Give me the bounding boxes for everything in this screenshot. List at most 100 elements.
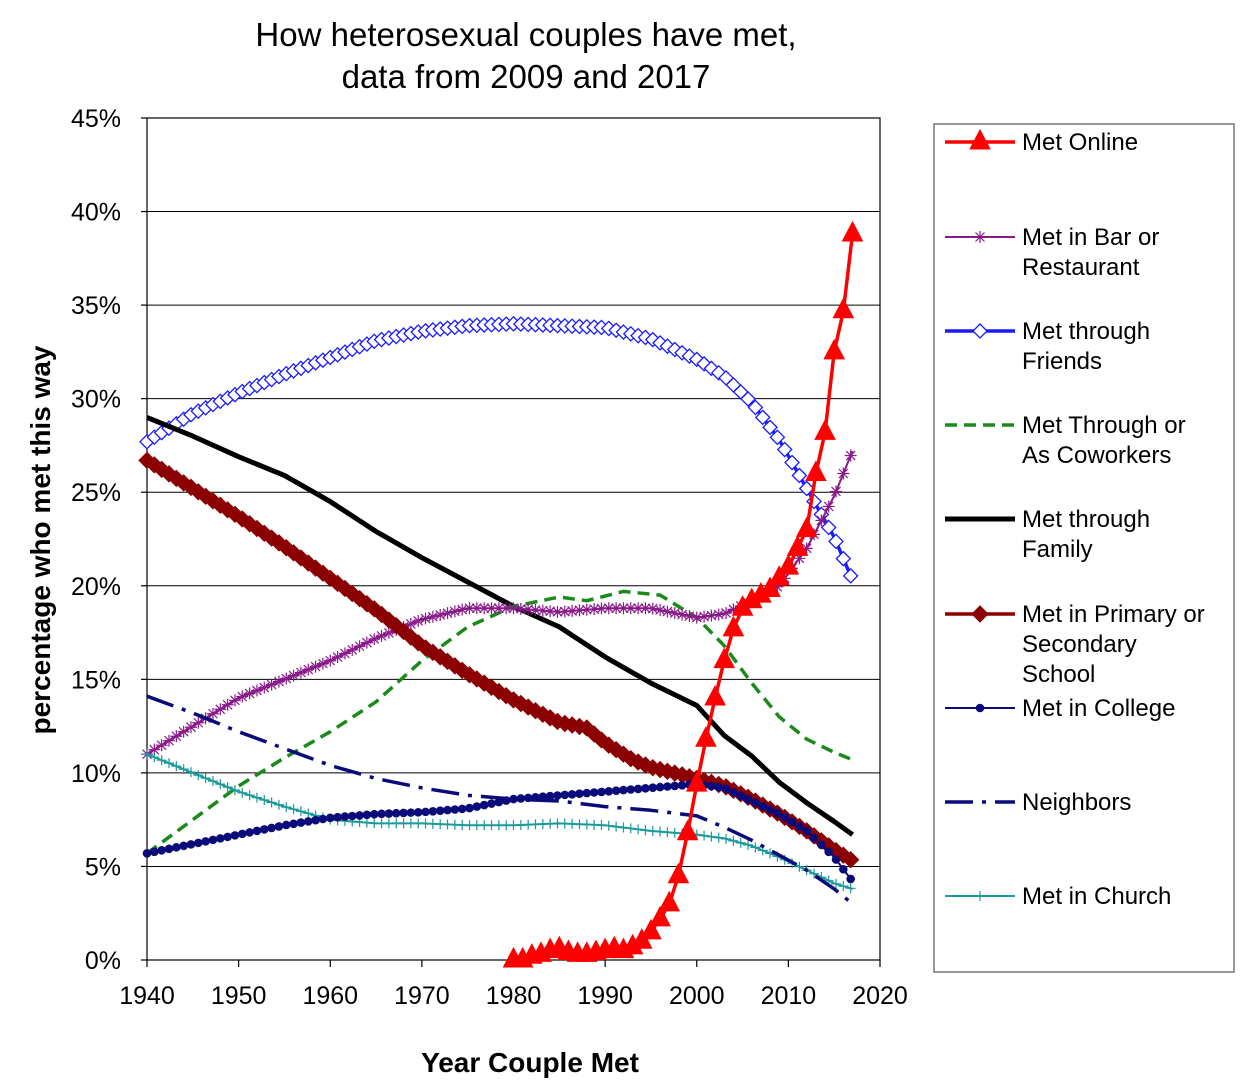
series-marker: [250, 684, 263, 697]
legend-entry-school: Met in Primary or Secondary School: [945, 601, 1205, 688]
series-marker: [780, 813, 790, 822]
series-marker: [641, 784, 650, 793]
series-marker: [216, 834, 225, 843]
y-tick-label: 20%: [71, 573, 121, 601]
series-marker: [795, 516, 818, 538]
series-marker: [492, 602, 505, 615]
series-marker: [773, 808, 782, 818]
series-marker: [706, 831, 717, 842]
series-marker: [695, 726, 717, 747]
series-marker: [794, 861, 805, 872]
legend-entry-bar-restaurant: Met in Bar or Restaurant: [945, 224, 1159, 281]
series-marker: [632, 602, 645, 615]
series-marker: [685, 771, 708, 792]
series-marker: [575, 789, 584, 798]
series-marker: [325, 813, 335, 823]
series-marker: [676, 608, 689, 621]
legend-entry-coworkers: Met Through or As Coworkers: [945, 412, 1186, 469]
series-marker: [404, 617, 417, 630]
series-marker: [798, 480, 815, 497]
x-axis-title: Year Couple Met: [421, 1047, 639, 1078]
series-marker: [355, 811, 364, 820]
series-marker: [837, 467, 850, 480]
series-marker: [677, 781, 687, 790]
series-marker: [237, 829, 247, 839]
series-marker: [302, 663, 315, 676]
series-marker: [536, 604, 549, 617]
legend-box: [933, 123, 1235, 973]
series-marker: [509, 794, 518, 804]
legend-swatch: [945, 703, 1015, 713]
y-tick-label: 10%: [71, 760, 121, 788]
series-marker: [428, 806, 438, 816]
series-marker: [500, 602, 513, 615]
legend-label: Met in Bar or: [1022, 224, 1159, 251]
series-marker: [633, 784, 643, 794]
series-line: [146, 415, 854, 837]
series-marker: [668, 607, 681, 620]
series-marker: [295, 806, 306, 817]
series-marker: [573, 604, 586, 617]
series-marker: [743, 839, 754, 850]
series-marker: [375, 629, 388, 642]
legend-swatch: [945, 891, 1015, 901]
series-marker: [776, 441, 793, 458]
series-marker: [419, 612, 432, 625]
series-marker: [667, 862, 690, 884]
series-marker: [523, 793, 533, 803]
series-marker: [200, 773, 211, 784]
series-marker: [441, 607, 454, 620]
series-marker: [514, 602, 527, 615]
series-marker: [338, 647, 351, 660]
legend-swatch: [945, 231, 1015, 243]
series-marker: [333, 812, 342, 822]
series-marker: [777, 553, 800, 575]
series-marker: [750, 842, 761, 853]
series-marker: [736, 791, 746, 801]
series-marker: [472, 802, 482, 811]
series-group: [138, 220, 864, 968]
series-marker: [802, 826, 812, 836]
series-marker: [654, 604, 667, 617]
x-tick-label: 2010: [761, 982, 817, 1010]
series-marker: [303, 808, 314, 819]
series-marker: [639, 602, 652, 615]
axis-ticks: 0% 5% 10% 15% 20% 25% 30% 35% 40% 45% 1940 1950 1960…: [71, 105, 908, 1010]
series-marker: [624, 602, 637, 615]
series-marker: [163, 758, 174, 769]
series-marker: [274, 822, 284, 831]
series-marker: [567, 789, 577, 799]
series-marker: [258, 681, 271, 694]
series-marker: [340, 812, 350, 821]
series-marker: [296, 818, 306, 827]
series-marker: [156, 755, 167, 766]
series-marker: [170, 730, 183, 743]
series-marker: [177, 725, 190, 738]
y-tick-label: 40%: [71, 199, 121, 227]
series-neighbors: [146, 694, 854, 906]
series-marker: [245, 828, 254, 837]
series-marker: [845, 883, 856, 894]
x-tick-label: 1970: [394, 982, 450, 1010]
series-marker: [842, 567, 859, 584]
series-college: [142, 779, 855, 884]
series-marker: [828, 533, 844, 550]
series-marker: [346, 643, 359, 656]
legend-label: School: [1022, 661, 1095, 688]
series-marker: [148, 743, 161, 756]
series-marker: [294, 666, 307, 679]
series-marker: [649, 905, 671, 927]
series-marker: [384, 809, 394, 818]
legend-label: Secondary: [1022, 631, 1137, 658]
x-tick-label: 1980: [486, 982, 542, 1010]
legend: Met Online Met in Bar or Restaurant Met thr…: [945, 128, 1205, 910]
series-marker: [618, 822, 629, 833]
series-marker: [589, 788, 599, 797]
series-marker: [758, 801, 768, 811]
series-marker: [626, 785, 636, 794]
series-marker: [720, 606, 733, 619]
series-marker: [214, 703, 227, 716]
series-marker: [698, 610, 711, 623]
series-marker: [545, 791, 555, 801]
